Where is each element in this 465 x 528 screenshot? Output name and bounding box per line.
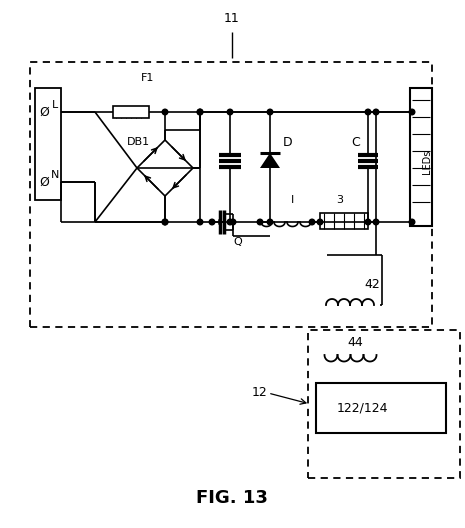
Circle shape <box>227 109 233 115</box>
Text: FIG. 13: FIG. 13 <box>196 489 268 507</box>
Text: 122/124: 122/124 <box>336 401 388 414</box>
Circle shape <box>162 109 168 115</box>
Text: D: D <box>283 137 293 149</box>
Circle shape <box>257 219 263 225</box>
Text: 42: 42 <box>364 278 380 291</box>
Text: 44: 44 <box>347 335 363 348</box>
Circle shape <box>365 109 371 115</box>
Text: I: I <box>290 195 293 205</box>
Text: LEDs: LEDs <box>422 150 432 174</box>
Bar <box>308 330 460 478</box>
Circle shape <box>317 219 323 225</box>
Text: F1: F1 <box>141 73 155 83</box>
Circle shape <box>267 219 273 225</box>
Circle shape <box>365 219 371 225</box>
Circle shape <box>197 109 203 115</box>
Circle shape <box>209 219 215 225</box>
Circle shape <box>227 219 233 225</box>
Circle shape <box>162 219 168 225</box>
Circle shape <box>309 219 315 225</box>
Bar <box>320 213 368 229</box>
Bar <box>410 88 432 226</box>
Circle shape <box>373 219 379 225</box>
Text: L: L <box>52 100 58 110</box>
Circle shape <box>197 219 203 225</box>
Circle shape <box>373 109 379 115</box>
Bar <box>35 88 61 200</box>
Text: 12: 12 <box>252 386 268 400</box>
Text: Ø: Ø <box>39 106 49 118</box>
Text: 3: 3 <box>337 195 344 205</box>
Circle shape <box>267 109 273 115</box>
Circle shape <box>409 219 415 225</box>
Circle shape <box>230 219 236 225</box>
Bar <box>316 383 446 433</box>
Text: DB1: DB1 <box>126 137 150 147</box>
Text: Q: Q <box>233 237 242 247</box>
Polygon shape <box>260 153 280 168</box>
Bar <box>30 62 432 327</box>
Text: C: C <box>352 137 360 149</box>
Text: 11: 11 <box>224 12 240 24</box>
Circle shape <box>197 109 203 115</box>
Bar <box>113 106 149 118</box>
Text: Ø: Ø <box>39 175 49 188</box>
Text: N: N <box>51 170 59 180</box>
Circle shape <box>162 219 168 225</box>
Circle shape <box>409 109 415 115</box>
